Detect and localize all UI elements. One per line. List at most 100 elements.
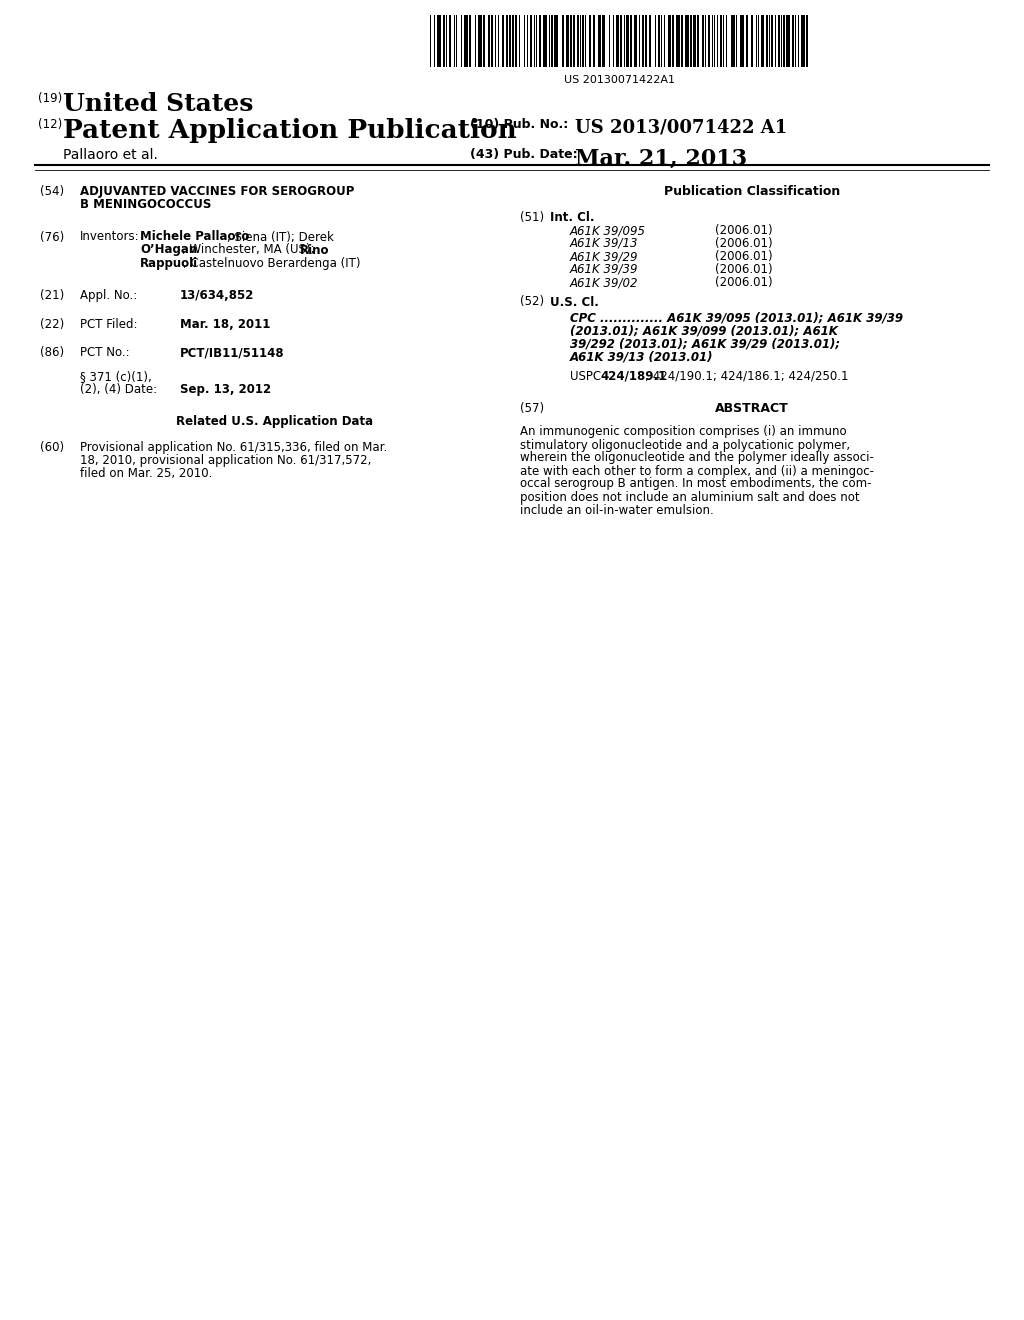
Text: PCT/IB11/51148: PCT/IB11/51148 [180,346,285,359]
Bar [642,15,644,67]
Bar [758,15,760,67]
Text: (10) Pub. No.:: (10) Pub. No.: [470,117,568,131]
Bar [580,15,581,67]
Bar [487,15,489,67]
Bar [649,15,651,67]
Bar [639,15,640,67]
Bar [549,15,550,67]
Bar [655,15,656,67]
Text: Publication Classification: Publication Classification [664,185,840,198]
Bar [492,15,493,67]
Bar [630,15,632,67]
Text: § 371 (c)(1),: § 371 (c)(1), [80,370,152,383]
Bar [801,15,805,67]
Bar [562,15,564,67]
Bar [573,15,575,67]
Bar [464,15,468,67]
Text: position does not include an aluminium salt and does not: position does not include an aluminium s… [520,491,859,503]
Text: 18, 2010, provisional application No. 61/317,572,: 18, 2010, provisional application No. 61… [80,454,372,467]
Bar [761,15,764,67]
Text: B MENINGOCOCCUS: B MENINGOCOCCUS [80,198,211,211]
Bar [717,15,718,67]
Bar [783,15,784,67]
Bar [589,15,592,67]
Text: A61K 39/39: A61K 39/39 [570,263,639,276]
Bar [645,15,647,67]
Bar [434,15,435,67]
Text: 13/634,852: 13/634,852 [180,289,254,302]
Text: A61K 39/02: A61K 39/02 [570,276,639,289]
Text: (51): (51) [520,211,544,224]
Bar [515,15,517,67]
Text: A61K 39/29: A61K 39/29 [570,249,639,263]
Text: Rappuoli: Rappuoli [140,256,198,269]
Bar [502,15,505,67]
Bar [442,15,444,67]
Bar [806,15,808,67]
Bar [478,15,482,67]
Text: (12): (12) [38,117,62,131]
Bar [536,15,538,67]
Text: CPC .............. A61K 39/095 (2013.01); A61K 39/39: CPC .............. A61K 39/095 (2013.01)… [570,312,903,325]
Bar [769,15,770,67]
Bar [437,15,440,67]
Text: Provisional application No. 61/315,336, filed on Mar.: Provisional application No. 61/315,336, … [80,441,387,454]
Text: , Siena (IT); Derek: , Siena (IT); Derek [227,231,334,243]
Text: US 2013/0071422 A1: US 2013/0071422 A1 [575,117,787,136]
Bar [672,15,674,67]
Bar [529,15,531,67]
Bar [723,15,724,67]
Text: Michele Pallaoro: Michele Pallaoro [140,231,250,243]
Text: Pallaoro et al.: Pallaoro et al. [63,148,158,162]
Bar [445,15,447,67]
Text: US 20130071422A1: US 20130071422A1 [564,75,676,84]
Text: Patent Application Publication: Patent Application Publication [63,117,517,143]
Bar [578,15,579,67]
Text: (2), (4) Date:: (2), (4) Date: [80,383,157,396]
Bar [495,15,496,67]
Bar [524,15,525,67]
Text: An immunogenic composition comprises (i) an immuno: An immunogenic composition comprises (i)… [520,425,847,438]
Text: ABSTRACT: ABSTRACT [715,403,788,414]
Text: include an oil-in-water emulsion.: include an oil-in-water emulsion. [520,503,714,516]
Bar [736,15,737,67]
Bar [657,15,659,67]
Text: Mar. 18, 2011: Mar. 18, 2011 [180,318,270,330]
Text: 39/292 (2013.01); A61K 39/29 (2013.01);: 39/292 (2013.01); A61K 39/29 (2013.01); [570,337,840,350]
Text: A61K 39/13 (2013.01): A61K 39/13 (2013.01) [570,350,714,363]
Bar [498,15,499,67]
Bar [745,15,749,67]
Bar [627,15,629,67]
Text: United States: United States [63,92,253,116]
Text: Mar. 21, 2013: Mar. 21, 2013 [575,148,748,170]
Text: (2006.01): (2006.01) [715,249,773,263]
Text: (22): (22) [40,318,65,330]
Bar [483,15,485,67]
Bar [714,15,716,67]
Text: occal serogroup B antigen. In most embodiments, the com-: occal serogroup B antigen. In most embod… [520,478,871,491]
Text: ; 424/190.1; 424/186.1; 424/250.1: ; 424/190.1; 424/186.1; 424/250.1 [645,370,849,383]
Text: (2006.01): (2006.01) [715,276,773,289]
Bar [793,15,794,67]
Bar [693,15,696,67]
Bar [430,15,431,67]
Bar [624,15,625,67]
Bar [519,15,520,67]
Bar [506,15,508,67]
Bar [512,15,514,67]
Bar [527,15,528,67]
Bar [540,15,541,67]
Text: wherein the oligonucleotide and the polymer ideally associ-: wherein the oligonucleotide and the poly… [520,451,873,465]
Text: ADJUVANTED VACCINES FOR SEROGROUP: ADJUVANTED VACCINES FOR SEROGROUP [80,185,354,198]
Text: USPC: USPC [570,370,601,383]
Text: Related U.S. Application Data: Related U.S. Application Data [176,414,374,428]
Bar [786,15,790,67]
Bar [668,15,671,67]
Text: ate with each other to form a complex, and (ii) a meningoc-: ate with each other to form a complex, a… [520,465,874,478]
Text: 424/189.1: 424/189.1 [600,370,667,383]
Text: Inventors:: Inventors: [80,231,139,243]
Text: (86): (86) [40,346,65,359]
Bar [774,15,776,67]
Text: PCT No.:: PCT No.: [80,346,130,359]
Bar [475,15,476,67]
